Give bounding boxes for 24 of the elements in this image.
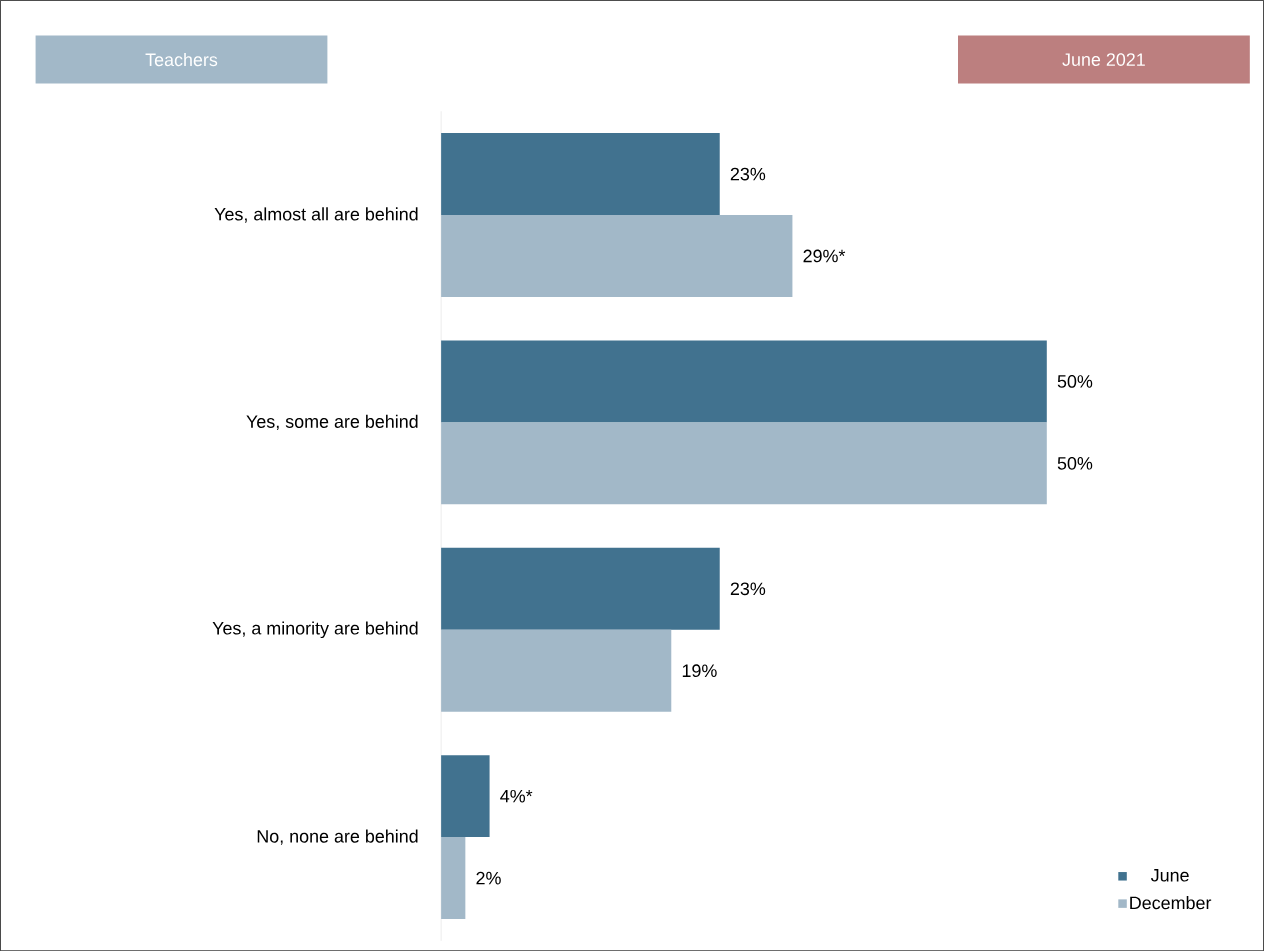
- bar: [441, 547, 720, 630]
- bar: [441, 340, 1047, 423]
- data-label: 2%: [476, 871, 501, 885]
- y-tick-label: Yes, some are behind: [246, 414, 418, 430]
- data-label: 50%: [1057, 456, 1093, 470]
- text: June 2021: [1062, 53, 1145, 66]
- y-tick-label: No, none are behind: [257, 829, 418, 845]
- bar: [441, 133, 720, 215]
- text: Teachers: [145, 52, 218, 67]
- data-label: 23%: [730, 582, 766, 596]
- data-label: 23%: [730, 167, 766, 181]
- bar: [441, 214, 793, 297]
- y-tick-label: Yes, a minority are behind: [212, 621, 418, 639]
- data-label: 29%*: [803, 249, 846, 263]
- data-label: 50%: [1057, 374, 1093, 388]
- legend-label: December: [1130, 895, 1212, 910]
- bar: [441, 629, 672, 712]
- data-label: 4%*: [500, 789, 533, 803]
- y-tick-label: Yes, almost all are behind: [214, 207, 418, 223]
- data-label: 19%: [682, 664, 717, 677]
- bar: [441, 422, 1047, 505]
- bar: [441, 755, 490, 838]
- bar: [441, 837, 466, 919]
- legend-label: June: [1150, 868, 1189, 882]
